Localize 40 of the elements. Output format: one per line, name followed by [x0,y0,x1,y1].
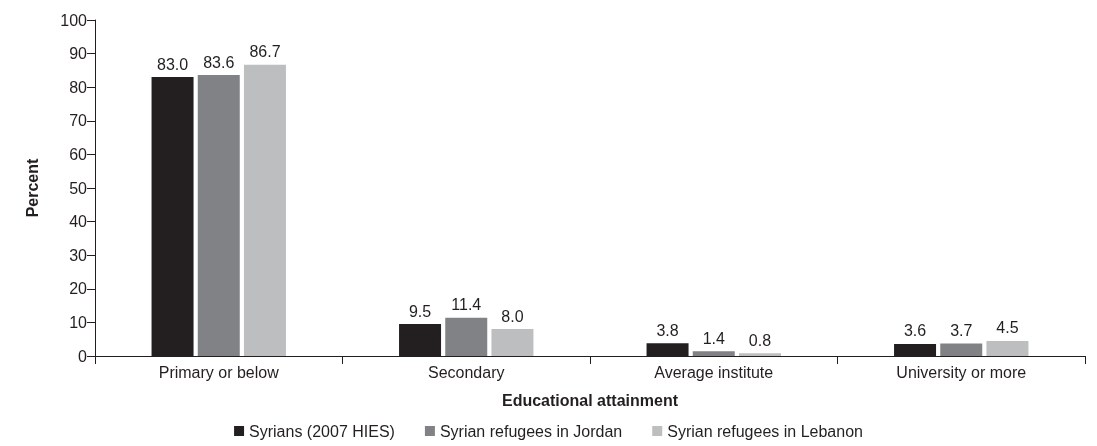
data-label: 86.7 [249,43,281,61]
bar [940,343,983,356]
bar [491,329,534,356]
data-label: 1.4 [702,329,725,347]
data-label: 4.5 [996,319,1019,337]
data-label: 8.0 [501,307,524,325]
bar [738,353,781,356]
y-tick-label: 80 [69,78,88,96]
legend-label: Syrians (2007 HIES) [249,422,395,440]
y-tick-label: 30 [69,246,88,264]
bar [692,351,735,356]
legend-label: Syrian refugees in Lebanon [667,422,863,440]
y-tick-label: 100 [60,11,88,29]
y-tick-label: 50 [69,179,88,197]
y-tick-label: 40 [69,213,88,231]
y-tick-label: 90 [69,45,88,63]
x-tick-label: Average institute [654,363,774,381]
data-label: 3.8 [656,321,679,339]
y-tick-label: 70 [69,112,88,130]
x-tick-label: University or more [896,363,1027,381]
data-label: 3.6 [903,322,927,340]
legend-label: Syrian refugees in Jordan [439,422,623,440]
data-label: 0.8 [748,331,772,349]
y-tick-label: 60 [69,145,88,163]
bar [445,317,488,356]
x-tick-label: Primary or below [158,363,280,381]
data-label: 3.7 [950,322,973,340]
data-label: 83.0 [156,55,189,73]
bar [197,75,240,356]
y-tick-label: 0 [78,347,88,365]
data-label: 11.4 [451,296,482,314]
y-axis-title: Percent [23,157,41,218]
bar [243,64,286,356]
bar [986,340,1029,356]
data-label: 9.5 [408,302,432,320]
y-tick-label: 10 [69,313,88,331]
x-tick-label: Secondary [428,363,505,381]
data-label: 83.6 [203,53,235,71]
y-tick-label: 20 [69,280,88,298]
x-axis-title: Educational attainment [501,391,679,409]
